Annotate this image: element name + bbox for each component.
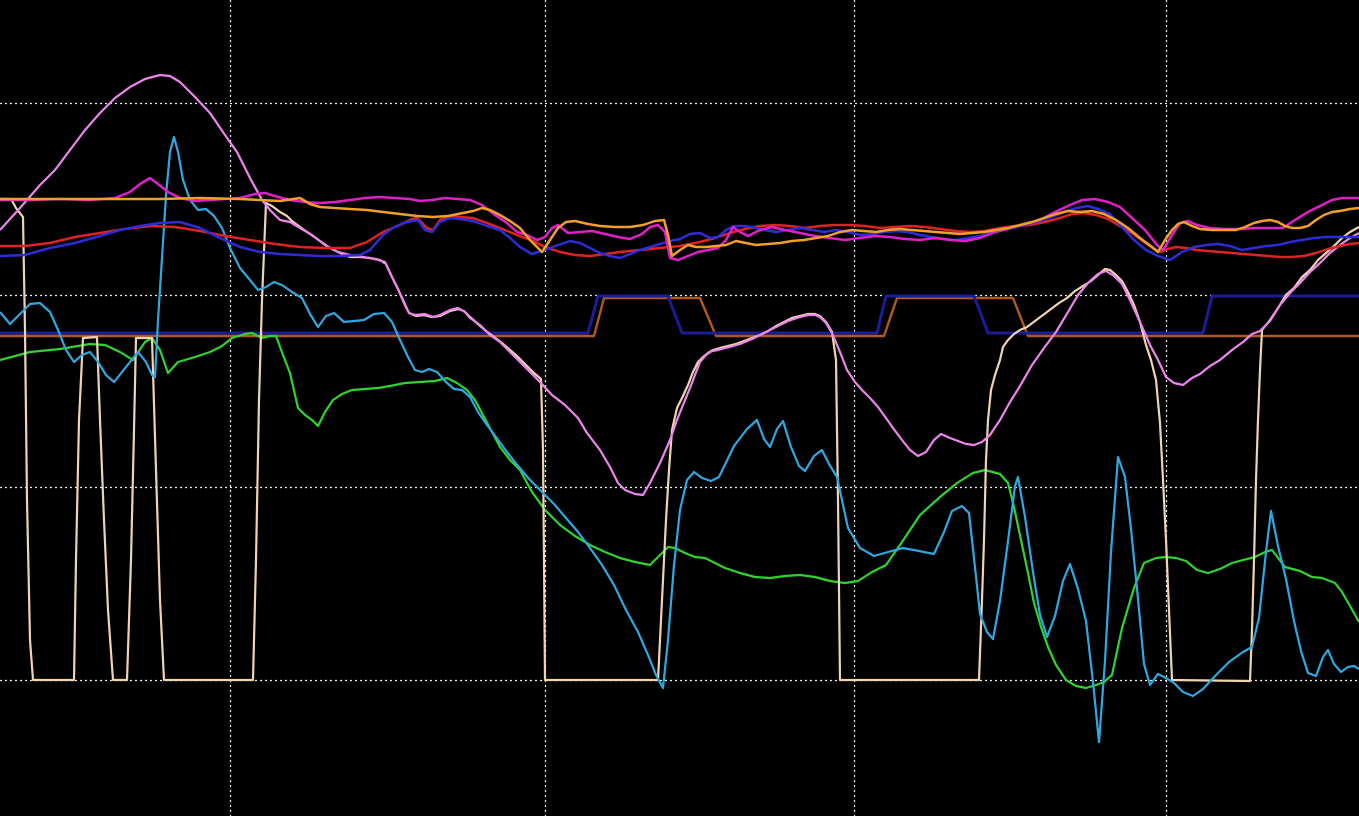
series-wheat-envelope-line (0, 197, 1359, 683)
series-magenta-line (0, 176, 1359, 262)
series-green-line (0, 331, 1359, 690)
series-violet-line (0, 73, 1359, 497)
series-chocolate-step-line (0, 296, 1359, 338)
series-navy-step-line (0, 294, 1359, 335)
series-cyan-line (0, 135, 1359, 744)
series-orange-line (0, 196, 1359, 258)
series-red-line (0, 211, 1359, 259)
series-blue-line (0, 204, 1359, 262)
